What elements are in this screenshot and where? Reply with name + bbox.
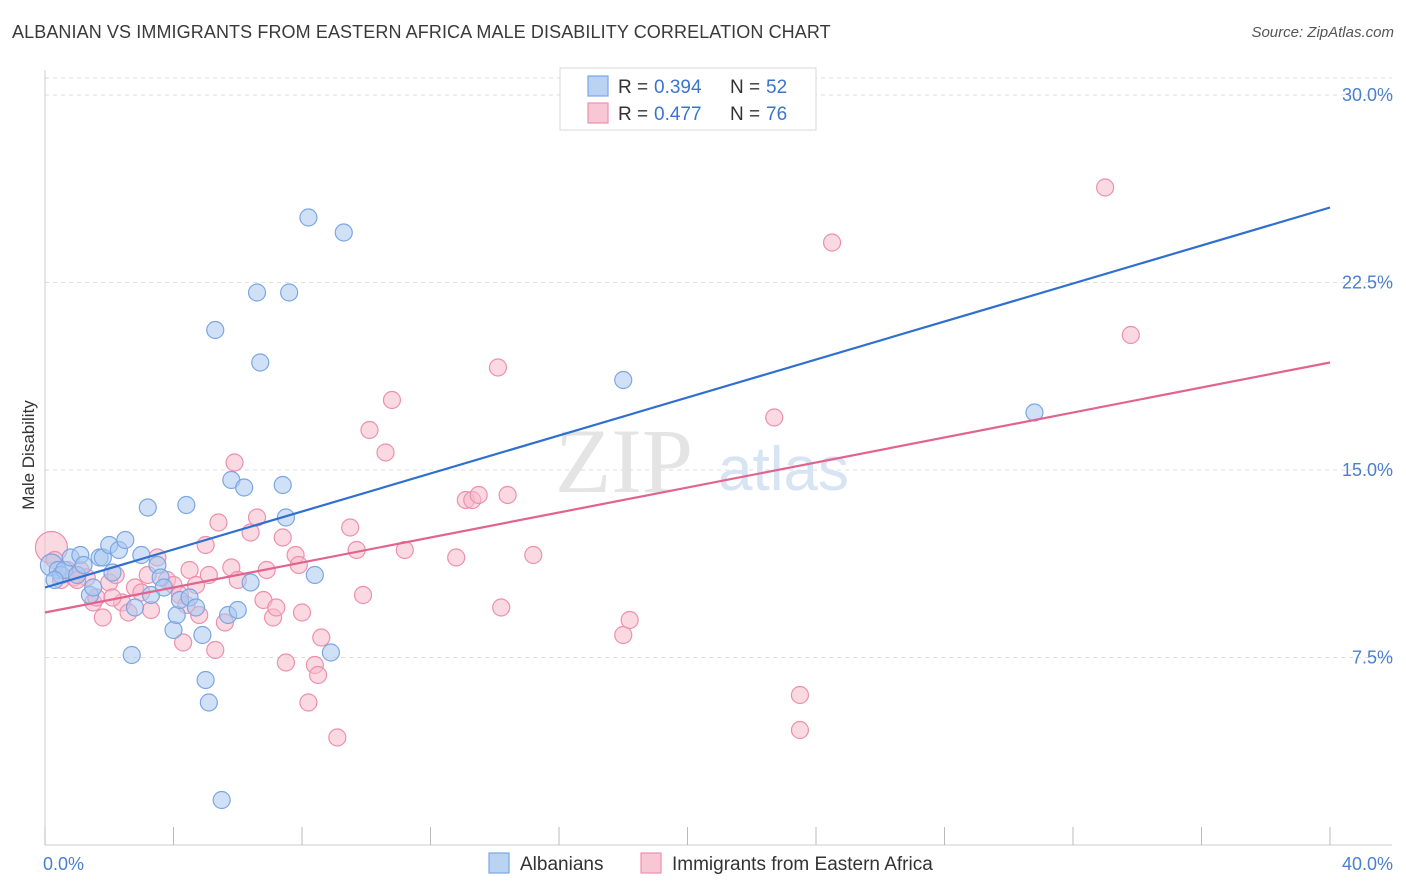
data-point-blue bbox=[138, 498, 157, 517]
top-legend: R = 0.394 N = 52 R = 0.477 N = 76 bbox=[559, 67, 817, 131]
watermark-zip: ZIP bbox=[555, 410, 693, 512]
data-point-pink bbox=[328, 728, 347, 747]
data-point-blue bbox=[299, 208, 318, 227]
data-point-pink bbox=[273, 528, 292, 547]
data-point-pink bbox=[312, 628, 331, 647]
data-point-pink bbox=[790, 685, 810, 705]
trend-line-pink bbox=[44, 361, 1331, 614]
axes bbox=[44, 70, 1392, 846]
data-point-pink bbox=[292, 603, 312, 622]
data-point-blue bbox=[614, 370, 633, 390]
legend-swatch-pink bbox=[587, 102, 609, 124]
data-point-pink bbox=[620, 610, 639, 630]
data-point-blue bbox=[305, 565, 324, 585]
legend-r-value-0: 0.394 bbox=[654, 77, 702, 98]
trend-lines bbox=[44, 206, 1331, 614]
x-tick-label: 40.0% bbox=[1342, 854, 1393, 874]
data-point-pink bbox=[382, 390, 402, 410]
data-point-blue bbox=[247, 283, 267, 302]
data-point-pink bbox=[225, 453, 244, 472]
data-point-blue bbox=[84, 578, 103, 597]
legend-n-label-1: N = bbox=[730, 104, 760, 125]
data-point-blue bbox=[116, 530, 135, 550]
data-point-blue bbox=[241, 573, 260, 592]
bottom-legend: Albanians Immigrants from Eastern Africa bbox=[488, 852, 933, 875]
data-point-pink bbox=[267, 598, 286, 617]
data-point-pink bbox=[376, 443, 395, 462]
data-point-blue bbox=[167, 605, 186, 625]
data-point-pink bbox=[93, 608, 112, 627]
data-point-blue bbox=[196, 670, 215, 690]
data-point-pink bbox=[765, 408, 784, 427]
data-point-blue bbox=[321, 643, 341, 662]
data-point-pink bbox=[308, 665, 328, 685]
data-point-blue bbox=[251, 353, 270, 372]
data-point-blue bbox=[122, 645, 141, 665]
data-point-pink bbox=[209, 513, 228, 532]
data-point-blue bbox=[186, 598, 206, 617]
data-point-blue bbox=[193, 625, 212, 645]
data-point-blue bbox=[206, 320, 225, 340]
bottom-legend-swatch-pink bbox=[640, 852, 662, 874]
data-point-blue bbox=[74, 555, 93, 575]
data-point-pink bbox=[247, 508, 267, 527]
data-point-pink bbox=[1121, 325, 1140, 345]
data-point-pink bbox=[1096, 178, 1115, 197]
data-point-pink bbox=[822, 233, 842, 252]
data-point-pink bbox=[469, 485, 488, 505]
y-tick-label: 15.0% bbox=[1342, 460, 1393, 480]
data-point-blue bbox=[199, 693, 218, 712]
data-point-blue bbox=[280, 283, 299, 302]
data-point-pink bbox=[299, 693, 318, 712]
data-point-pink bbox=[353, 585, 373, 605]
data-point-blue bbox=[212, 790, 231, 810]
y-tick-label: 30.0% bbox=[1342, 85, 1393, 105]
grid-lines bbox=[45, 77, 1392, 658]
y-axis-label: Male Disability bbox=[19, 400, 38, 510]
data-point-pink bbox=[614, 625, 633, 645]
data-point-blue bbox=[177, 495, 196, 515]
data-point-blue bbox=[228, 600, 247, 620]
legend-r-value-1: 0.477 bbox=[654, 104, 702, 125]
bottom-legend-swatch-blue bbox=[488, 852, 510, 874]
data-point-blue bbox=[276, 508, 296, 527]
data-point-pink bbox=[790, 720, 810, 740]
data-point-pink bbox=[276, 653, 296, 672]
data-point-blue bbox=[235, 478, 254, 497]
trend-line-blue bbox=[44, 206, 1331, 589]
data-point-blue bbox=[125, 598, 145, 617]
data-point-pink bbox=[341, 518, 360, 537]
y-tick-label: 7.5% bbox=[1352, 648, 1393, 668]
axis-ticks: 7.5% 15.0% 22.5% 30.0% 0.0% 40.0% bbox=[43, 85, 1393, 874]
legend-swatch-blue bbox=[587, 75, 609, 97]
data-point-pink bbox=[492, 598, 511, 617]
x-tick-label: 0.0% bbox=[43, 854, 84, 874]
bottom-legend-label-albanians: Albanians bbox=[520, 854, 603, 875]
watermark: ZIP atlas bbox=[555, 410, 849, 512]
data-point-pink bbox=[174, 633, 193, 652]
data-point-pink bbox=[524, 545, 543, 565]
data-point-pink bbox=[206, 640, 225, 660]
bottom-legend-label-eastern-africa: Immigrants from Eastern Africa bbox=[672, 854, 933, 875]
legend-n-value-0: 52 bbox=[766, 77, 787, 98]
data-point-blue bbox=[334, 223, 353, 242]
data-point-blue bbox=[164, 620, 183, 640]
data-point-pink bbox=[488, 358, 508, 377]
series-blue-points bbox=[39, 208, 1044, 810]
data-point-pink bbox=[360, 420, 379, 440]
legend-r-label-0: R = bbox=[618, 77, 648, 98]
legend-r-label-1: R = bbox=[618, 104, 648, 125]
data-point-blue bbox=[273, 475, 292, 495]
source-label: Source: ZipAtlas.com bbox=[1251, 24, 1394, 41]
legend-n-value-1: 76 bbox=[766, 104, 787, 125]
chart-title: ALBANIAN VS IMMIGRANTS FROM EASTERN AFRI… bbox=[12, 22, 831, 42]
data-point-pink bbox=[447, 548, 466, 567]
legend-n-label-0: N = bbox=[730, 77, 760, 98]
data-point-pink bbox=[498, 485, 517, 505]
y-tick-label: 22.5% bbox=[1342, 273, 1393, 293]
data-point-pink bbox=[180, 560, 199, 580]
